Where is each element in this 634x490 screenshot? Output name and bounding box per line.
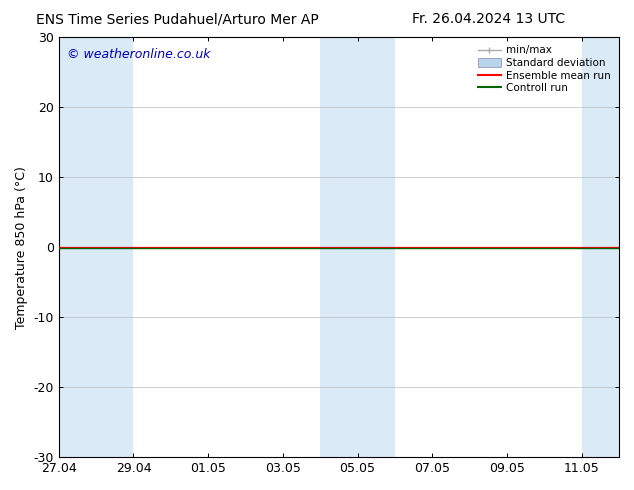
Text: Fr. 26.04.2024 13 UTC: Fr. 26.04.2024 13 UTC [411, 12, 565, 26]
Bar [358, 37, 395, 457]
Bar [581, 37, 619, 457]
Legend: min/max, Standard deviation, Ensemble mean run, Controll run: min/max, Standard deviation, Ensemble me… [475, 42, 614, 97]
Text: © weatheronline.co.uk: © weatheronline.co.uk [67, 48, 210, 61]
Bar [320, 37, 358, 457]
Y-axis label: Temperature 850 hPa (°C): Temperature 850 hPa (°C) [15, 166, 28, 329]
Bar [59, 37, 96, 457]
Text: ENS Time Series Pudahuel/Arturo Mer AP: ENS Time Series Pudahuel/Arturo Mer AP [36, 12, 319, 26]
Bar [96, 37, 134, 457]
